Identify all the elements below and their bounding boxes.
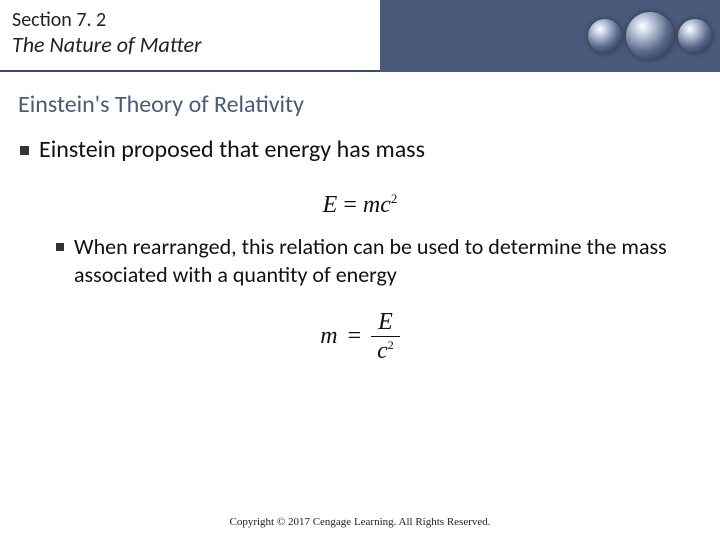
slide-heading: Einstein's Theory of Relativity bbox=[0, 72, 720, 129]
bullet-square-icon bbox=[56, 243, 64, 251]
header-decor-orbs bbox=[580, 0, 720, 72]
header-title-area: Section 7. 2 The Nature of Matter bbox=[0, 0, 380, 72]
copyright-footer: Copyright © 2017 Cengage Learning. All R… bbox=[0, 516, 720, 528]
bullet-text: Einstein proposed that energy has mass bbox=[39, 135, 425, 165]
fraction-denominator: c2 bbox=[371, 336, 400, 363]
section-label: Section 7. 2 bbox=[12, 8, 368, 32]
equation-emc2: E = mc2 bbox=[20, 191, 700, 219]
orb-icon bbox=[678, 19, 712, 53]
section-title: The Nature of Matter bbox=[12, 32, 368, 58]
orb-icon bbox=[588, 19, 622, 53]
bullet-square-icon bbox=[20, 146, 29, 155]
slide-content: Einstein proposed that energy has mass E… bbox=[0, 129, 720, 363]
bullet-text: When rearranged, this relation can be us… bbox=[74, 233, 700, 288]
bullet-level-2: When rearranged, this relation can be us… bbox=[56, 233, 700, 288]
bullet-level-1: Einstein proposed that energy has mass bbox=[20, 135, 700, 165]
fraction: E c2 bbox=[371, 310, 400, 363]
equation-text: E = mc2 bbox=[323, 192, 398, 218]
slide-header: Section 7. 2 The Nature of Matter bbox=[0, 0, 720, 72]
equation-text: m = E c2 bbox=[320, 310, 400, 363]
equation-m-eq-e-over-c2: m = E c2 bbox=[20, 310, 700, 363]
orb-icon bbox=[626, 12, 674, 60]
